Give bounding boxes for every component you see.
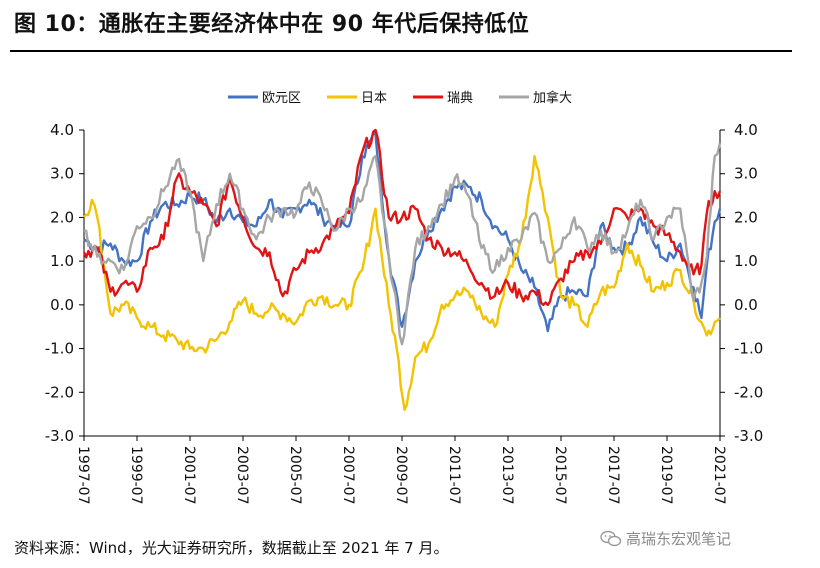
chart-legend: 欧元区 日本 瑞典 加拿大 [228, 90, 572, 106]
title-divider [10, 50, 792, 52]
x-tick-label: 2021-07 [711, 446, 727, 505]
x-tick-label: 1999-07 [128, 446, 144, 505]
right-y-tick-label: 0.0 [734, 296, 758, 314]
x-tick-label: 2007-07 [340, 446, 356, 505]
right-y-axis: 4.0 3.0 2.0 1.0 0.0 -1.0 -2.0 -3.0 [719, 121, 763, 445]
left-y-tick-label: 0.0 [50, 296, 74, 314]
x-tick-label: 1997-07 [75, 446, 91, 505]
x-tick-label: 2011-07 [446, 446, 462, 505]
left-y-axis: 4.0 3.0 2.0 1.0 0.0 -1.0 -2.0 -3.0 [45, 121, 85, 445]
x-tick-label: 2019-07 [658, 446, 674, 505]
series-line-2 [82, 128, 722, 307]
x-tick-label: 2015-07 [552, 446, 568, 505]
x-tick-label: 2005-07 [287, 446, 303, 505]
x-tick-label: 2017-07 [605, 446, 621, 505]
series-line-1 [83, 155, 721, 411]
left-y-tick-label: 4.0 [50, 121, 74, 139]
x-axis: 1997-07 1999-07 2001-07 2003-07 2005-07 2007-… [75, 435, 727, 505]
right-y-tick-label: 2.0 [734, 208, 758, 226]
left-y-tick-label: 3.0 [50, 165, 74, 183]
right-y-tick-label: -2.0 [734, 383, 763, 401]
inflation-line-chart: 欧元区 日本 瑞典 加拿大 4.0 3.0 2.0 1.0 0.0 -1.0 -2.0 -3.0 4… [45, 90, 764, 505]
right-y-tick-label: -1.0 [734, 340, 763, 358]
left-y-tick-label: 1.0 [50, 252, 74, 270]
series-line-3 [83, 142, 722, 346]
legend-label-1: 日本 [361, 91, 387, 106]
legend-label-2: 瑞典 [447, 91, 473, 106]
source-note: 资料来源：Wind，光大证券研究所，数据截止至 2021 年 7 月。 [14, 539, 449, 557]
series-lines [82, 128, 722, 411]
right-y-tick-label: 4.0 [734, 121, 758, 139]
watermark: 高瑞东宏观笔记 [600, 528, 731, 549]
left-y-tick-label: -1.0 [45, 340, 74, 358]
x-tick-label: 2001-07 [181, 446, 197, 505]
legend-label-3: 加拿大 [533, 90, 572, 106]
x-tick-label: 2013-07 [499, 446, 515, 505]
watermark-text: 高瑞东宏观笔记 [626, 530, 732, 548]
legend-label-0: 欧元区 [262, 91, 301, 106]
left-y-tick-label: -3.0 [45, 427, 74, 445]
left-y-tick-label: 2.0 [50, 208, 74, 226]
right-y-tick-label: -3.0 [734, 427, 763, 445]
x-tick-label: 2003-07 [234, 446, 250, 505]
x-tick-label: 2009-07 [393, 446, 409, 505]
page-title: 图 10：通胀在主要经济体中在 90 年代后保持低位 [14, 12, 530, 37]
right-y-tick-label: 1.0 [734, 252, 758, 270]
left-y-tick-label: -2.0 [45, 383, 74, 401]
wechat-icon [600, 530, 622, 546]
right-y-tick-label: 3.0 [734, 165, 758, 183]
